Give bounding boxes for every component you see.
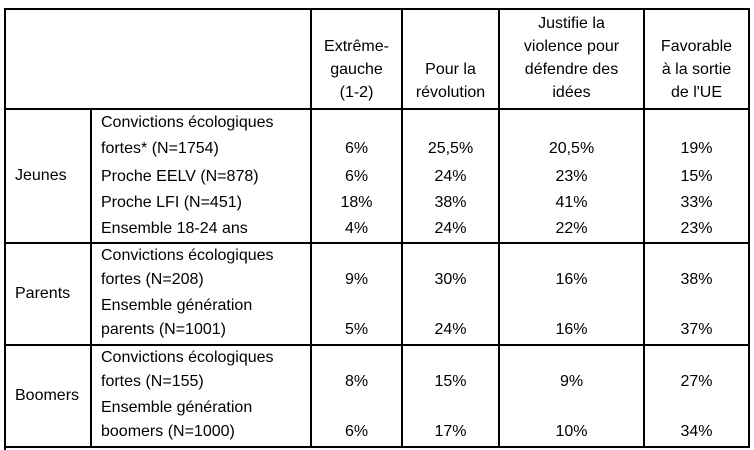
row-label: Ensemble génération parents (N=1001) [90,294,312,345]
next-row-left-border [4,448,6,450]
value-cell: 16% [498,294,645,345]
value-cell: 20,5% [498,108,645,164]
table-row: Ensemble 18-24 ans 4% 24% 22% 23% [5,216,750,243]
value-cell: 33% [643,190,750,216]
value-cell: 23% [643,216,750,243]
table-row: Ensemble génération parents (N=1001) 5% … [5,294,750,345]
row-label: Proche LFI (N=451) [90,190,312,216]
value-cell: 24% [401,294,500,345]
col-header-sortie-ue: Favorable à la sortie de l'UE [643,9,750,110]
value-cell: 6% [310,164,403,190]
table-row: Proche EELV (N=878) 6% 24% 23% 15% [5,164,750,190]
table-row: Ensemble génération boomers (N=1000) 6% … [5,396,750,447]
row-label: Convictions écologiques fortes (N=208) [90,242,312,294]
table-row: Jeunes Convictions écologiques fortes* (… [4,108,750,243]
row-label: Ensemble 18-24 ans [90,216,312,243]
corner-empty-cell [5,9,312,110]
value-cell: 8% [310,344,403,396]
value-cell: 27% [643,344,750,396]
value-cell: 9% [310,242,403,294]
group-cell-parents: Parents [4,242,92,345]
value-cell: 9% [498,344,645,396]
value-cell: 6% [310,108,403,164]
value-cell: 10% [498,396,645,447]
value-cell: 22% [498,216,645,243]
value-cell: 24% [401,164,500,190]
value-cell: 23% [498,164,645,190]
value-cell: 30% [401,242,500,294]
table-row: Proche LFI (N=451) 18% 38% 41% 33% [5,190,750,216]
value-cell: 38% [643,242,750,294]
value-cell: 5% [310,294,403,345]
value-cell: 19% [643,108,750,164]
row-label: Convictions écologiques fortes* (N=1754) [90,108,312,164]
value-cell: 18% [310,190,403,216]
value-cell: 25,5% [401,108,500,164]
group-cell-jeunes: Jeunes [4,108,92,243]
value-cell: 24% [401,216,500,243]
col-header-extreme-gauche: Extrême- gauche (1-2) [310,9,403,110]
survey-table: Extrême- gauche (1-2) Pour la révolution… [4,8,750,448]
row-label: Proche EELV (N=878) [90,164,312,190]
col-header-justifie-violence: Justifie la violence pour défendre des i… [498,9,645,110]
value-cell: 16% [498,242,645,294]
value-cell: 41% [498,190,645,216]
group-cell-boomers: Boomers [4,344,92,447]
row-label: Convictions écologiques fortes (N=155) [90,344,312,396]
value-cell: 37% [643,294,750,345]
row-label: Ensemble génération boomers (N=1000) [90,396,312,447]
value-cell: 6% [310,396,403,447]
table-row: Parents Convictions écologiques fortes (… [4,242,750,345]
value-cell: 34% [643,396,750,447]
value-cell: 38% [401,190,500,216]
value-cell: 15% [401,344,500,396]
value-cell: 4% [310,216,403,243]
header-row: Extrême- gauche (1-2) Pour la révolution… [5,9,750,110]
value-cell: 17% [401,396,500,447]
table-row: Boomers Convictions écologiques fortes (… [4,344,750,447]
value-cell: 15% [643,164,750,190]
col-header-pour-la-revolution: Pour la révolution [401,9,500,110]
